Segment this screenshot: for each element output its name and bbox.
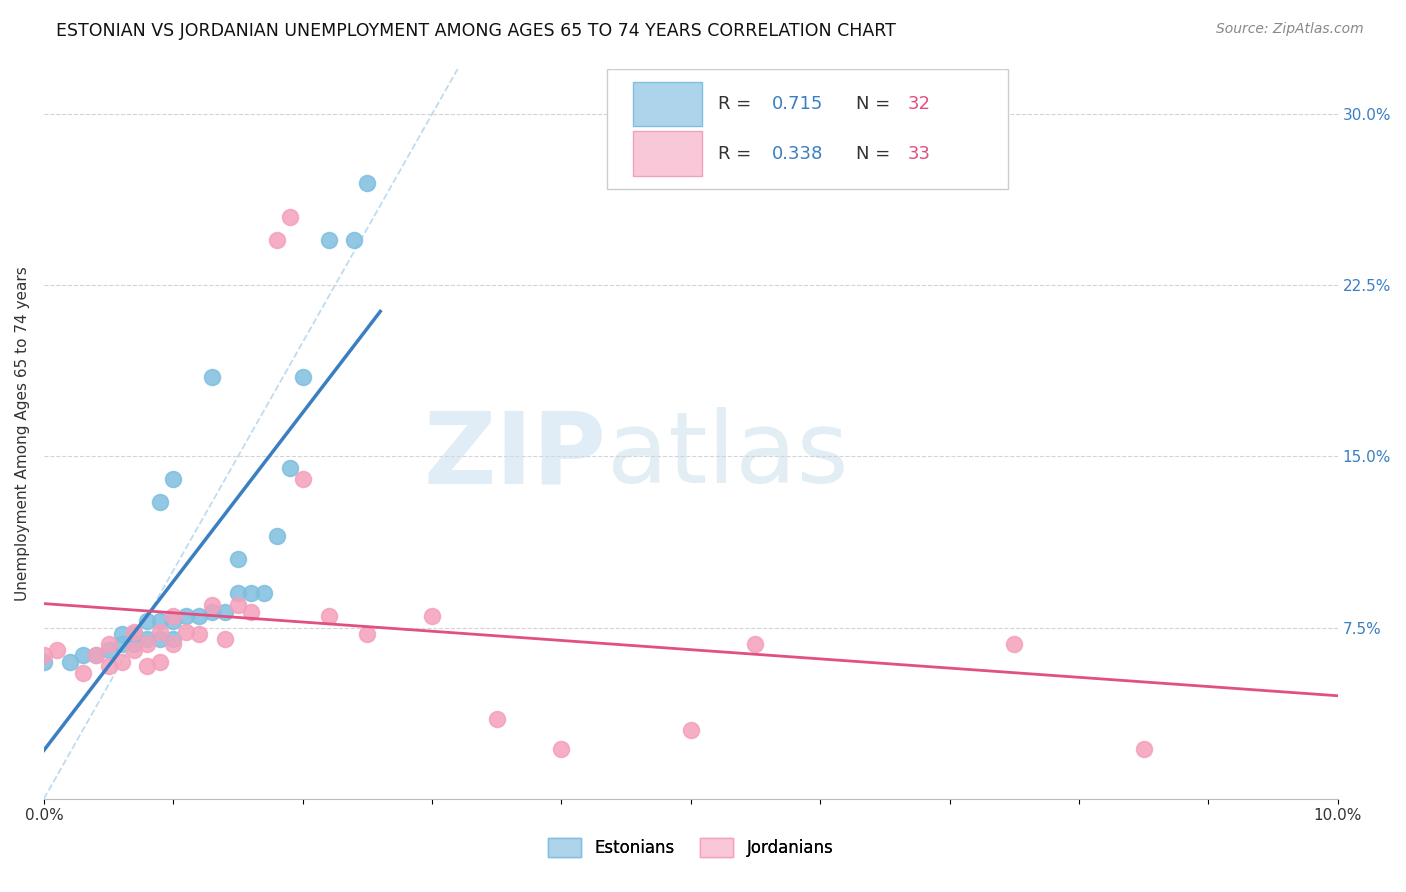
Point	[162, 609, 184, 624]
Point	[110, 637, 132, 651]
Point	[266, 233, 288, 247]
Point	[174, 625, 197, 640]
Point	[201, 369, 224, 384]
Point	[136, 659, 159, 673]
Point	[239, 586, 262, 600]
Text: 0.338: 0.338	[772, 145, 824, 162]
Point	[356, 176, 378, 190]
Point	[136, 614, 159, 628]
Text: ZIP: ZIP	[423, 407, 606, 504]
Text: atlas: atlas	[606, 407, 848, 504]
Text: R =: R =	[718, 145, 756, 162]
Point	[59, 655, 82, 669]
Point	[149, 632, 172, 646]
Point	[485, 712, 508, 726]
Point	[32, 655, 55, 669]
Text: Source: ZipAtlas.com: Source: ZipAtlas.com	[1216, 22, 1364, 37]
Point	[201, 598, 224, 612]
Text: R =: R =	[718, 95, 756, 113]
Text: N =: N =	[856, 145, 897, 162]
Point	[420, 609, 443, 624]
Y-axis label: Unemployment Among Ages 65 to 74 years: Unemployment Among Ages 65 to 74 years	[15, 267, 30, 601]
Point	[124, 627, 146, 641]
Point	[97, 643, 120, 657]
Point	[744, 637, 766, 651]
Point	[174, 609, 197, 624]
Point	[278, 210, 301, 224]
Point	[162, 637, 184, 651]
Point	[291, 369, 314, 384]
Point	[110, 627, 132, 641]
Text: N =: N =	[856, 95, 897, 113]
Point	[550, 741, 572, 756]
Point	[226, 552, 249, 566]
Point	[149, 495, 172, 509]
Point	[149, 614, 172, 628]
Point	[239, 605, 262, 619]
Point	[291, 472, 314, 486]
Point	[226, 598, 249, 612]
Point	[124, 643, 146, 657]
Point	[84, 648, 107, 662]
FancyBboxPatch shape	[633, 81, 703, 126]
Point	[679, 723, 702, 738]
Legend: Estonians, Jordanians: Estonians, Jordanians	[541, 830, 841, 863]
Point	[1132, 741, 1154, 756]
Point	[201, 605, 224, 619]
FancyBboxPatch shape	[606, 69, 1008, 189]
Point	[136, 637, 159, 651]
Point	[253, 586, 276, 600]
Point	[162, 472, 184, 486]
Point	[72, 648, 94, 662]
Point	[97, 637, 120, 651]
Point	[162, 632, 184, 646]
Point	[318, 233, 340, 247]
Point	[266, 529, 288, 543]
Point	[214, 605, 236, 619]
Point	[45, 643, 67, 657]
Point	[226, 586, 249, 600]
Point	[343, 233, 366, 247]
Point	[356, 627, 378, 641]
Point	[136, 632, 159, 646]
Text: 0.715: 0.715	[772, 95, 824, 113]
Point	[1002, 637, 1025, 651]
Text: 32: 32	[908, 95, 931, 113]
Point	[188, 609, 211, 624]
Point	[84, 648, 107, 662]
Point	[149, 655, 172, 669]
Point	[149, 625, 172, 640]
Point	[32, 648, 55, 662]
Point	[124, 625, 146, 640]
Point	[124, 637, 146, 651]
Point	[278, 461, 301, 475]
Point	[318, 609, 340, 624]
Point	[188, 627, 211, 641]
FancyBboxPatch shape	[633, 131, 703, 176]
Point	[214, 632, 236, 646]
Point	[162, 614, 184, 628]
Text: ESTONIAN VS JORDANIAN UNEMPLOYMENT AMONG AGES 65 TO 74 YEARS CORRELATION CHART: ESTONIAN VS JORDANIAN UNEMPLOYMENT AMONG…	[56, 22, 896, 40]
Point	[110, 655, 132, 669]
Text: 33: 33	[908, 145, 931, 162]
Point	[97, 659, 120, 673]
Point	[72, 666, 94, 681]
